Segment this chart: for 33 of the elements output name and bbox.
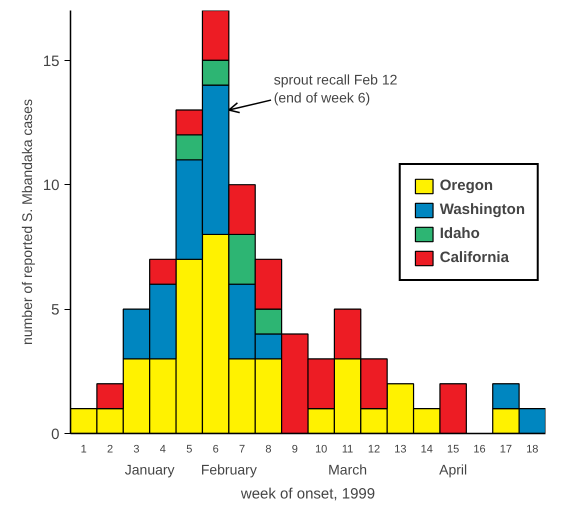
x-tick-label: 12 — [368, 444, 380, 456]
legend-label: Oregon — [440, 177, 494, 194]
y-tick-label: 5 — [51, 302, 60, 319]
text: April — [439, 462, 468, 478]
x-tick-label: 5 — [186, 444, 192, 456]
x-tick-label: 17 — [500, 444, 512, 456]
y-axis-title: number of reported S. Mbandaka cases — [18, 99, 35, 345]
x-tick-label: 15 — [447, 444, 460, 456]
text: January — [124, 462, 175, 478]
legend-label: Washington — [440, 201, 525, 218]
y-tick-label: 0 — [51, 426, 60, 443]
x-tick-label: 2 — [107, 444, 114, 456]
x-tick-label: 18 — [526, 444, 538, 456]
x-tick-label: 8 — [265, 444, 272, 456]
legend-label: California — [440, 249, 509, 266]
x-tick-label: 10 — [315, 444, 328, 456]
y-tick-label: 10 — [42, 177, 60, 194]
text: February — [200, 462, 257, 478]
x-tick-label: 11 — [342, 444, 354, 456]
legend-label: Idaho — [440, 225, 480, 242]
annotation: sprout recall Feb 12 (end of week 6) — [274, 72, 398, 106]
x-tick-label: 7 — [238, 444, 246, 456]
x-axis-title: week of onset, 1999 — [240, 486, 376, 502]
text: March — [328, 462, 368, 478]
x-tick-label: 14 — [420, 444, 433, 456]
y-tick-label: 15 — [42, 52, 60, 70]
x-tick-label: 3 — [133, 444, 140, 456]
x-tick-label: 13 — [394, 444, 406, 456]
x-tick-label: 9 — [292, 444, 298, 456]
x-tick-label: 4 — [160, 444, 166, 456]
x-tick-label: 6 — [212, 444, 219, 456]
x-tick-label: 16 — [473, 444, 486, 456]
x-tick-label: 1 — [80, 444, 87, 456]
